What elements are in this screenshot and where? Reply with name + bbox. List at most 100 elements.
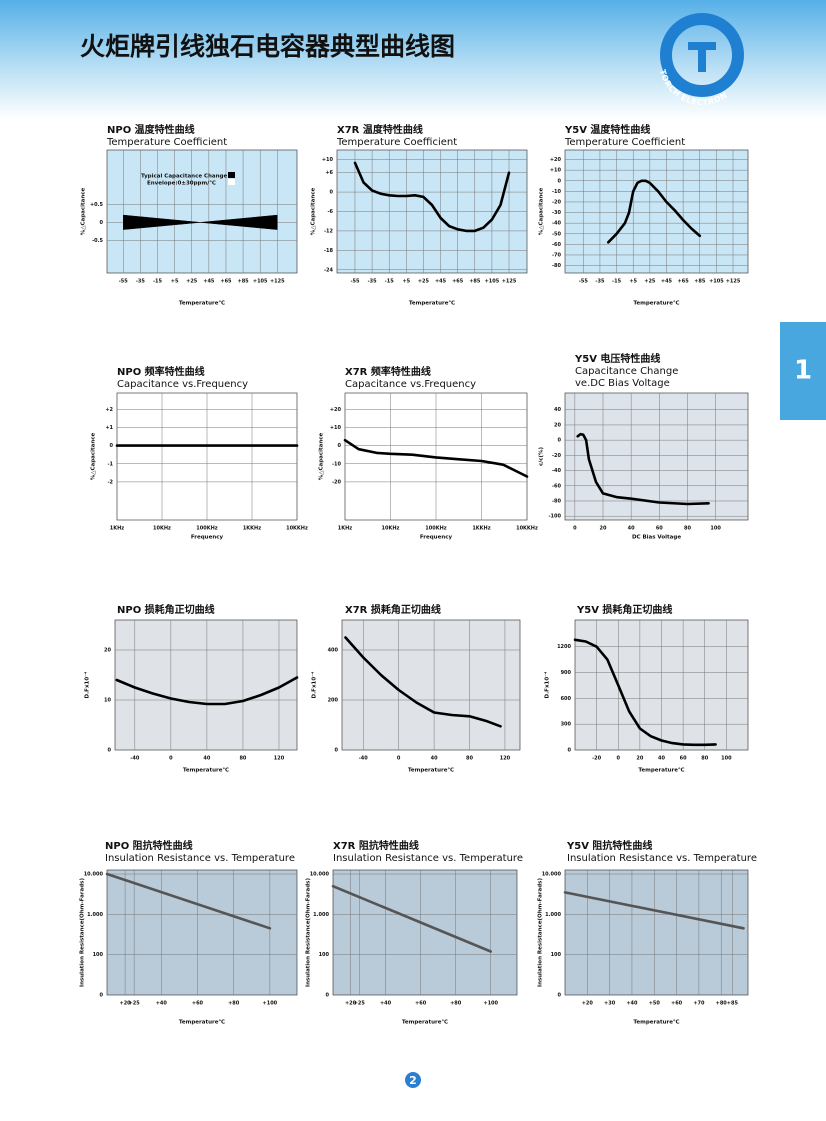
y-tick-label: 900 [561,670,572,676]
x-tick-label: -40 [130,756,140,762]
y-axis-label: D.Fx10⁻⁴ [311,671,318,699]
x-axis-label: Temperature℃ [179,1019,226,1026]
chart-title: NPO 阻抗特性曲线 [105,839,193,852]
chart-title: X7R 频率特性曲线 [345,365,431,378]
x-tick-label: +45 [661,279,673,285]
plot-area [564,392,749,521]
y-tick-label: 10 [104,698,111,704]
x-tick-label: 20 [636,756,643,762]
x-tick-label: +25 [644,279,656,285]
data-line [344,636,502,728]
annotation: Typical Capacitance Change [141,174,227,180]
chart-title: Y5V 温度特性曲线 [564,123,650,136]
x-tick-label: 40 [658,756,665,762]
y-tick-label: 1.000 [87,912,103,918]
x-tick-label: 40 [431,756,438,762]
x-tick-label: +85 [694,279,706,285]
chart-subtitle: Capacitance vs.Frequency [117,379,248,390]
x-tick-label: +125 [726,279,741,285]
data-area [123,214,201,230]
data-line [563,891,745,930]
x-tick-label: +25 [186,279,198,285]
x-tick-label: 10KHz [382,526,400,532]
y-tick-label: 300 [561,722,572,728]
chart-title: NPO 损耗角正切曲线 [117,603,215,616]
chart-subtitle: Temperature Coefficient [564,137,685,148]
y-tick-label: 200 [328,698,339,704]
x-tick-label: -15 [612,279,622,285]
x-tick-label: -55 [350,279,360,285]
x-tick-label: 10KHz [153,526,171,532]
y-tick-label: 10.000 [84,872,104,878]
x-tick-label: 60 [656,526,663,532]
y-tick-label: -10 [552,189,562,195]
x-tick-label: -55 [119,279,129,285]
y-tick-label: 100 [93,952,104,958]
y-tick-label: -2 [107,479,113,485]
x-tick-label: 20 [600,526,607,532]
y-tick-label: 100 [319,952,330,958]
data-line [607,179,702,244]
page-number: 2 [409,1074,417,1087]
x-tick-label: 1KKHz [243,526,261,532]
x-axis-label: Temperature℃ [409,300,456,307]
x-tick-label: +20 [120,1001,132,1007]
x-tick-label: 0 [573,526,577,532]
y-tick-label: 20 [104,648,111,654]
y-axis-label: %△Capacitance [319,432,325,480]
x-tick-label: +60 [415,1001,427,1007]
x-tick-label: 80 [466,756,473,762]
plot-area [564,869,749,996]
chart-title: X7R 损耗角正切曲线 [345,603,441,616]
y-tick-label: +10 [322,157,334,163]
y-tick-label: 400 [328,648,339,654]
y-axis-label: D.Fx10⁻⁴ [84,671,91,699]
y-tick-label: 0 [110,443,114,449]
y-origin-label: 0 [100,993,104,999]
x-tick-label: 1KHz [110,526,125,532]
x-tick-label: 120 [500,756,511,762]
y-tick-label: -12 [324,228,334,234]
y-tick-label: +1 [105,425,113,431]
y-tick-label: 600 [561,696,572,702]
x-tick-label: +65 [220,279,232,285]
chart-title: NPO 频率特性曲线 [117,365,205,378]
y-tick-label: 20 [554,422,561,428]
x-tick-label: -15 [153,279,163,285]
y-tick-label: 0 [108,748,112,754]
x-tick-label: +105 [253,279,268,285]
page-number-badge [405,1072,421,1088]
y-tick-label: 40 [554,407,561,413]
y-tick-label: 0 [568,748,572,754]
x-tick-label: +105 [709,279,724,285]
chart-subtitle: Insulation Resistance vs. Temperature [567,853,757,864]
x-tick-label: 0 [169,756,173,762]
chart-title: NPO 温度特性曲线 [107,123,195,136]
y-tick-label: -18 [324,248,334,254]
y-tick-label: 100 [551,952,562,958]
x-tick-label: +60 [671,1001,683,1007]
x-tick-label: 0 [617,756,621,762]
x-tick-label: +80 [450,1001,462,1007]
y-tick-label: -0.5 [92,238,103,244]
x-tick-label: +25 [354,1001,366,1007]
y-tick-label: -70 [552,252,562,258]
x-tick-label: +125 [270,279,285,285]
y-tick-label: -20 [552,453,562,459]
y-tick-label: 10.000 [542,872,562,878]
plot-area [332,869,518,996]
section-number: 1 [794,356,812,386]
y-tick-label: -24 [324,267,334,273]
y-axis-label: %△Capacitance [311,187,317,235]
chart-subtitle: Temperature Coefficient [106,137,227,148]
data-line [115,676,299,706]
x-axis-label: Frequency [191,535,224,541]
x-tick-label: +65 [452,279,464,285]
x-tick-label: +60 [192,1001,204,1007]
y-axis-label: Insulation Resistance(Ohm-Farads) [538,878,544,987]
x-axis-label: Temperature℃ [183,767,230,774]
chart-title: Y5V 阻抗特性曲线 [566,839,652,852]
x-tick-label: +70 [693,1001,705,1007]
x-tick-label: +45 [203,279,215,285]
